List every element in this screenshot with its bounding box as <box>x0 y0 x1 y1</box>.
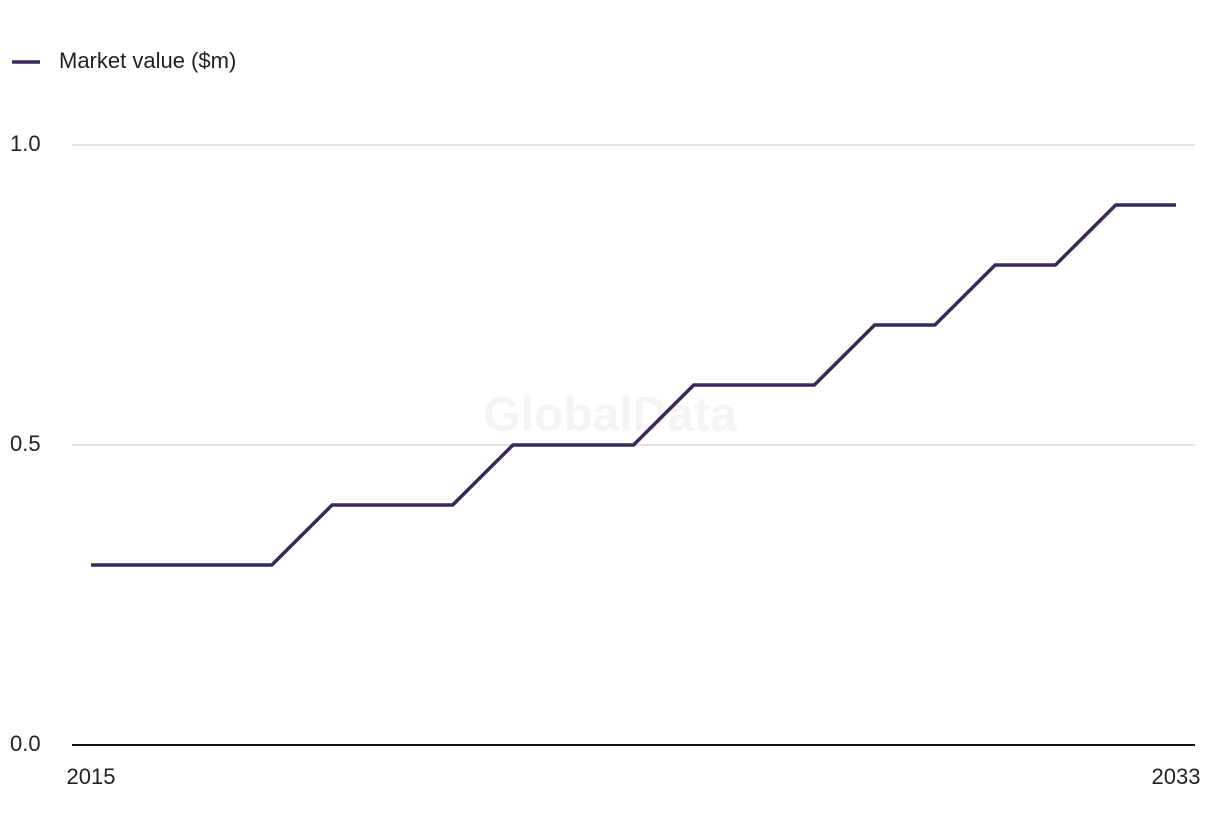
y-tick-label: 1.0 <box>10 131 41 156</box>
y-tick-label: 0.0 <box>10 731 41 756</box>
legend-label: Market value ($m) <box>59 48 236 73</box>
x-tick-label: 2033 <box>1152 764 1201 789</box>
x-tick-label: 2015 <box>67 764 116 789</box>
y-tick-label: 0.5 <box>10 431 41 456</box>
line-series <box>91 203 1176 567</box>
watermark: GlobalData <box>483 389 737 442</box>
